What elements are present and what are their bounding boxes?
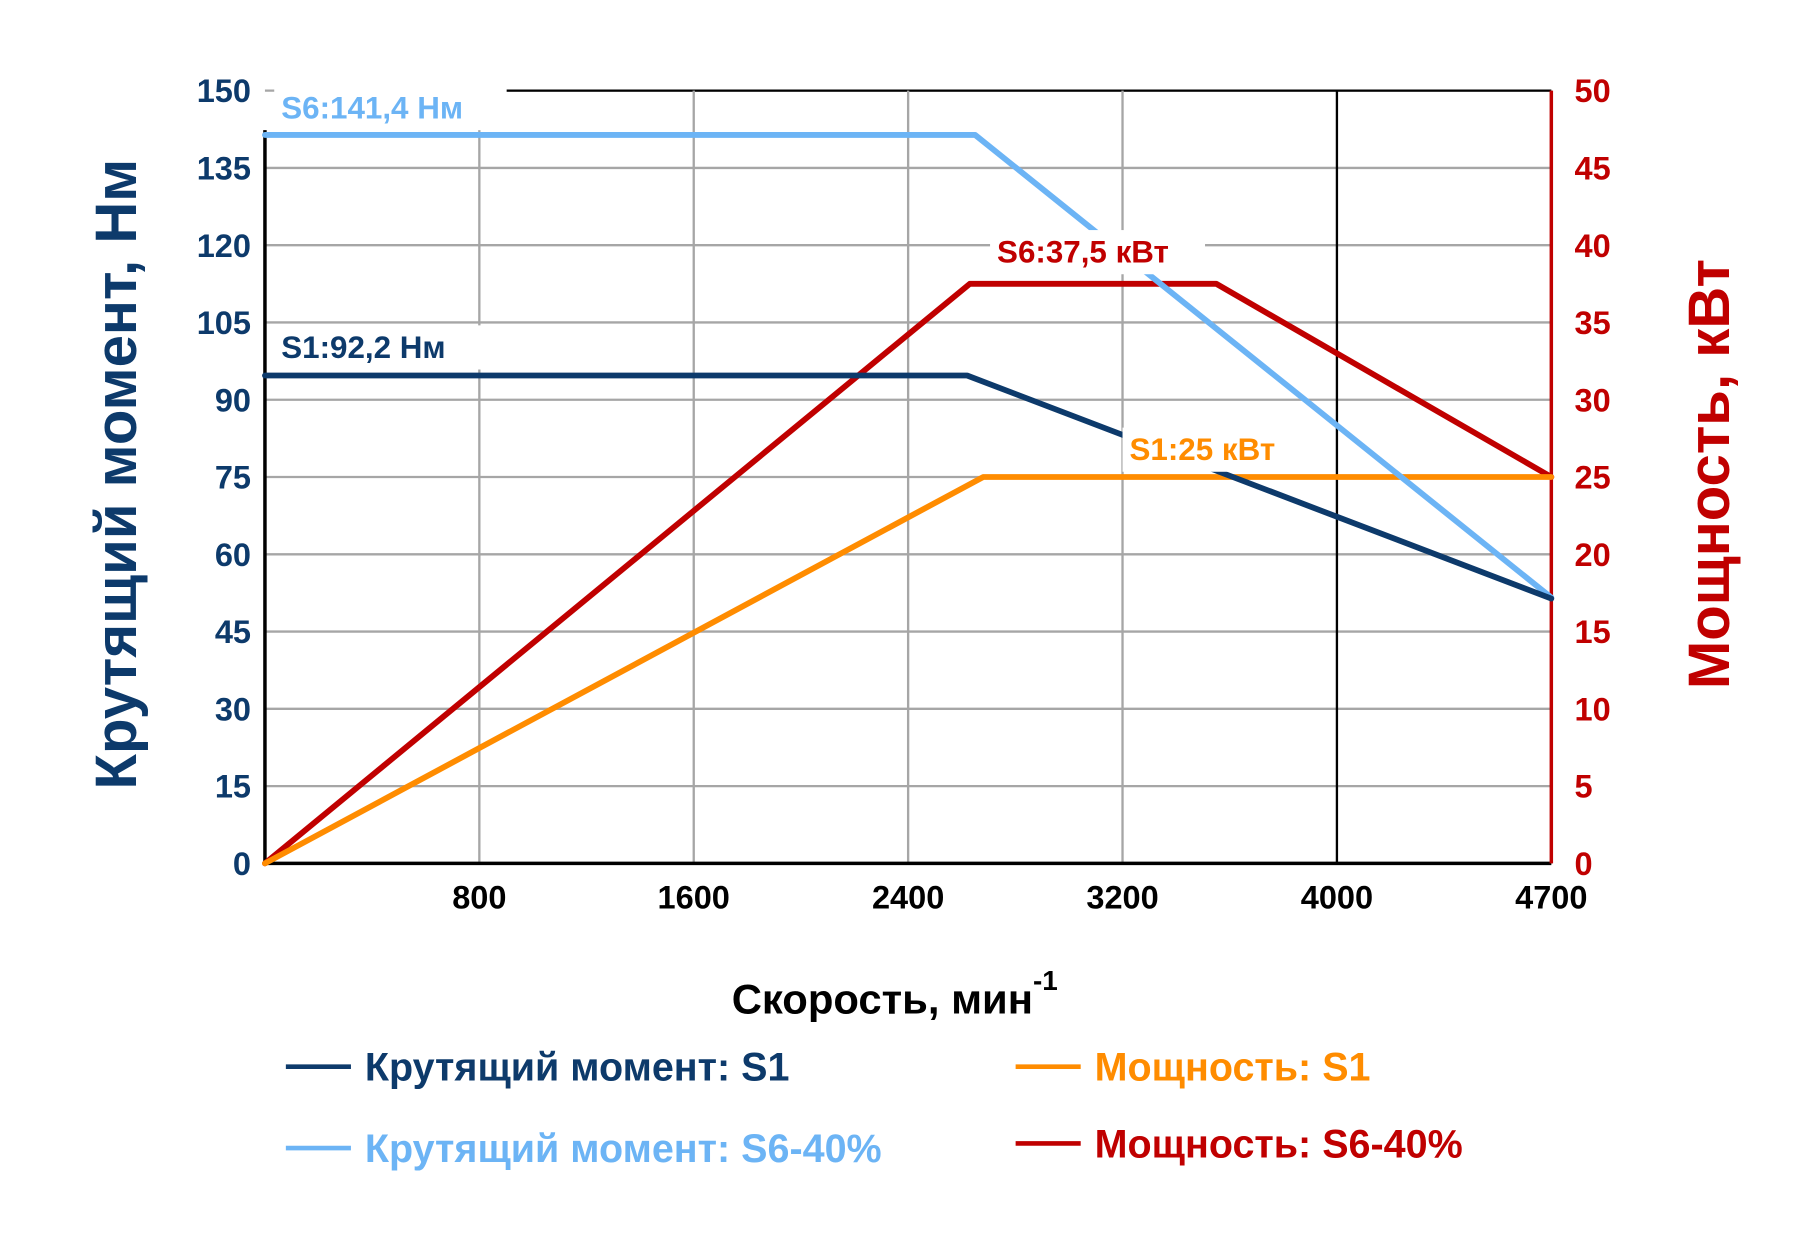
- y-left-tick-label: 150: [197, 73, 251, 109]
- y-left-tick-label: 75: [215, 460, 251, 496]
- y-right-tick-label: 0: [1575, 846, 1593, 882]
- annotation-label: S1:25 кВт: [1130, 432, 1276, 467]
- y-right-tick-label: 10: [1575, 691, 1611, 727]
- annotation-label: S6:37,5 кВт: [997, 235, 1169, 270]
- legend-label: Крутящий момент: S6-40%: [365, 1127, 882, 1171]
- x-axis-label-sup: -1: [1033, 965, 1058, 996]
- y-left-axis-label: Крутящий момент, Нм: [84, 159, 149, 790]
- y-right-tick-label: 30: [1575, 382, 1611, 418]
- y-left-tick-label: 45: [215, 614, 251, 650]
- x-tick-label: 1600: [658, 880, 730, 916]
- y-right-tick-label: 15: [1575, 614, 1611, 650]
- y-right-tick-label: 5: [1575, 769, 1593, 805]
- x-tick-label: 800: [452, 880, 506, 916]
- y-left-tick-label: 120: [197, 228, 251, 264]
- y-left-tick-label: 15: [215, 769, 251, 805]
- x-tick-label: 4700: [1515, 880, 1587, 916]
- annotation-bg: [1122, 427, 1297, 472]
- series-line-3: [262, 280, 1555, 867]
- y-left-tick-label: 90: [215, 382, 251, 418]
- y-right-tick-label: 50: [1575, 73, 1611, 109]
- legend-label: Крутящий момент: S1: [365, 1046, 790, 1090]
- x-tick-label: 2400: [872, 880, 944, 916]
- y-left-tick-label: 135: [197, 151, 251, 187]
- annotation-bg: [274, 85, 507, 131]
- legend-label: Мощность: S6-40%: [1095, 1122, 1463, 1166]
- x-tick-label: 4000: [1301, 880, 1373, 916]
- legend: Крутящий момент: S1 Крутящий момент: S6-4…: [285, 1046, 1463, 1171]
- x-axis-label-text: Скорость, мин: [732, 975, 1033, 1022]
- annotation-label: S1:92,2 Нм: [281, 330, 445, 365]
- y-right-tick-label: 35: [1575, 305, 1611, 341]
- y-right-tick-label: 45: [1575, 151, 1611, 187]
- y-right-tick-label: 40: [1575, 228, 1611, 264]
- y-right-axis-label: Мощность, кВт: [1677, 259, 1742, 689]
- annotation-bg: [990, 230, 1206, 275]
- y-right-tick-label: 25: [1575, 460, 1611, 496]
- tick-labels: 0 0 15 5 30 10 45 15 60 20 75 25 90 30 105 35 120 40 135 45…: [197, 73, 1611, 915]
- series-lines: [262, 132, 1555, 867]
- legend-label: Мощность: S1: [1095, 1046, 1371, 1090]
- x-tick-label: 3200: [1086, 880, 1158, 916]
- series-line-1: [262, 132, 1555, 601]
- series-line-0: [262, 372, 1555, 602]
- y-left-tick-label: 105: [197, 305, 251, 341]
- y-left-tick-label: 60: [215, 537, 251, 573]
- annotation-bg: [274, 325, 484, 370]
- y-left-tick-label: 30: [215, 691, 251, 727]
- x-axis-label: Скорость, мин-1: [732, 965, 1058, 1022]
- annotation-label: S6:141,4 Нм: [281, 91, 463, 126]
- series-line-2: [262, 474, 1555, 867]
- annotations: S6:141,4 Нм S1:92,2 Нм S6:37,5 кВт S1:25 кВ…: [274, 85, 1297, 472]
- y-left-tick-label: 0: [233, 846, 251, 882]
- y-right-tick-label: 20: [1575, 537, 1611, 573]
